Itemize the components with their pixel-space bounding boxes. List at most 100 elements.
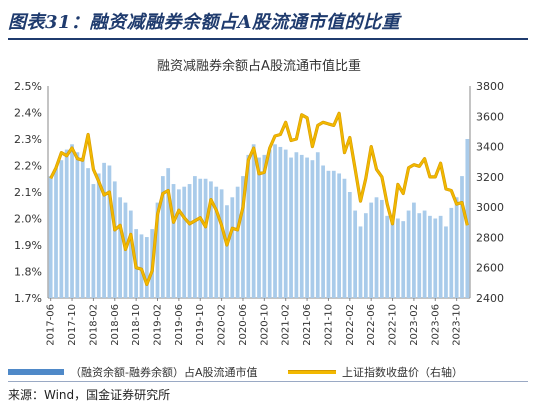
bar: [305, 157, 309, 298]
bar: [390, 218, 395, 298]
bar: [96, 173, 101, 298]
x-tick-label: 2022-02: [345, 304, 356, 346]
x-tick-label: 2021-02: [281, 304, 292, 346]
bar: [267, 149, 272, 298]
bar: [182, 186, 187, 298]
bar: [299, 154, 304, 298]
x-tick-label: 2017-06: [46, 304, 57, 346]
bar: [251, 144, 256, 298]
bar: [331, 170, 336, 298]
bar: [86, 168, 90, 298]
bar: [54, 168, 58, 298]
x-tick-label: 2018-10: [131, 304, 142, 346]
bar: [166, 168, 171, 298]
bar: [241, 176, 245, 298]
bar: [449, 207, 454, 298]
bar: [187, 184, 192, 298]
y-left-tick-label: 1.8%: [14, 266, 42, 279]
x-tick-label: 2019-10: [195, 304, 206, 346]
x-tick-label: 2018-06: [110, 304, 121, 346]
bar: [262, 154, 267, 298]
bar: [294, 152, 299, 298]
bar: [422, 210, 427, 298]
bar: [433, 218, 438, 298]
bar: [412, 202, 416, 298]
bar: [144, 237, 149, 298]
bar: [310, 160, 315, 298]
y-right-tick-label: 2600: [476, 262, 504, 275]
x-tick-label: 2022-06: [366, 304, 377, 346]
bar: [209, 181, 213, 298]
bar: [401, 221, 406, 298]
bar: [454, 197, 459, 298]
bar: [171, 184, 176, 298]
bar: [225, 205, 229, 298]
y-right-tick-label: 3000: [476, 201, 504, 214]
bar: [214, 186, 219, 298]
bar: [139, 234, 144, 298]
y-right-tick-label: 3200: [476, 171, 504, 184]
bar: [59, 160, 64, 298]
legend-item-line: 上证指数收盘价（右轴）: [288, 364, 463, 380]
bar: [198, 178, 203, 298]
bar: [326, 170, 331, 298]
legend-line-swatch: [288, 370, 336, 374]
footer-divider: [8, 381, 528, 382]
bar: [118, 197, 122, 298]
y-left-tick-label: 1.7%: [14, 292, 42, 305]
y-left-tick-label: 2.4%: [14, 107, 42, 120]
bar: [235, 186, 240, 298]
x-tick-label: 2020-02: [217, 304, 228, 346]
bar: [112, 181, 117, 298]
y-right-tick-label: 3400: [476, 141, 504, 154]
x-tick-label: 2018-02: [88, 304, 99, 346]
bar: [107, 165, 112, 298]
bar: [203, 178, 208, 298]
bar: [438, 215, 443, 298]
chart-svg: 融资减融券余额占A股流通市值比重 1.7% 1.8% 1.9% 2.0% 2.1% 2.2%…: [14, 58, 504, 346]
bar: [347, 192, 352, 298]
y-left-tick-label: 2.2%: [14, 160, 42, 173]
bar: [283, 149, 288, 298]
bar: [48, 176, 53, 298]
y-left-tick-label: 2.0%: [14, 213, 42, 226]
chart-title: 融资减融券余额占A股流通市值比重: [157, 58, 361, 74]
x-tick-label: 2019-06: [174, 304, 185, 346]
bar: [75, 152, 80, 298]
bar: [363, 213, 368, 298]
bar: [257, 157, 261, 298]
x-tick-label: 2017-10: [67, 304, 78, 346]
x-tick-label: 2023-10: [452, 304, 463, 346]
x-tick-label: 2023-06: [430, 304, 441, 346]
bar: [379, 199, 384, 298]
y-right-tick-label: 3600: [476, 110, 504, 123]
bar: [417, 213, 422, 298]
bar: [64, 149, 69, 298]
bar: [246, 154, 251, 298]
y-left-tick-label: 2.1%: [14, 186, 42, 199]
bar: [358, 226, 363, 298]
bar: [80, 157, 85, 298]
bar: [385, 215, 390, 298]
bar: [460, 176, 464, 298]
x-tick-label: 2020-10: [259, 304, 270, 346]
index-line: [49, 112, 469, 286]
bar: [230, 197, 235, 298]
bar: [444, 226, 448, 298]
bar: [193, 176, 197, 298]
bar: [278, 146, 283, 298]
bar: [315, 152, 320, 298]
x-tick-label: 2023-02: [409, 304, 420, 346]
bar: [219, 189, 224, 298]
x-tick-label: 2021-06: [302, 304, 313, 346]
bar: [337, 173, 341, 298]
y-right-tick-label: 2400: [476, 292, 504, 305]
bar: [342, 178, 347, 298]
bar: [70, 144, 74, 298]
x-tick-label: 2019-02: [153, 304, 164, 346]
bar: [289, 157, 293, 298]
legend-line-label: 上证指数收盘价（右轴）: [342, 366, 463, 379]
x-tick-label: 2021-10: [323, 304, 334, 346]
bar: [155, 202, 160, 298]
source-note: 来源：Wind，国金证券研究所: [8, 388, 171, 402]
